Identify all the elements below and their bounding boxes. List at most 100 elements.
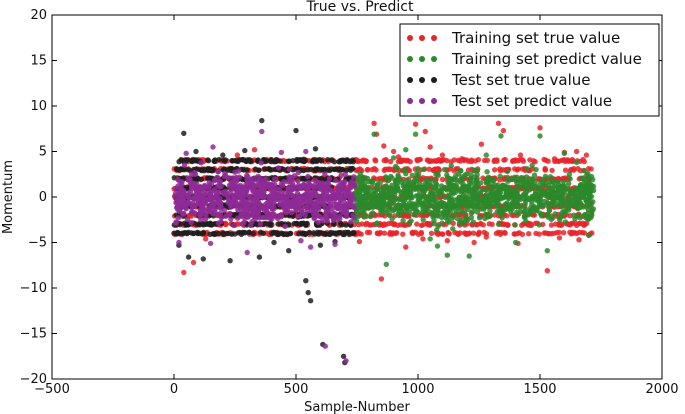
training-set-true-valuepoint: [409, 230, 415, 236]
training-set-predict-valuepoint: [571, 212, 577, 218]
test-set-predict-valuepoint: [198, 160, 204, 166]
training-set-predict-valuepoint: [484, 195, 490, 202]
test-set-predict-valuepoint: [342, 171, 348, 178]
test-set-true-valuepoint: [235, 158, 241, 165]
training-set-predict-valuepoint: [580, 192, 587, 199]
training-set-predict-valuepoint: [434, 243, 441, 249]
test-set-predict-valuepoint: [288, 209, 295, 216]
training-set-true-valuepoint: [497, 168, 504, 174]
training-set-predict-valuepoint: [499, 195, 506, 201]
training-set-predict-valuepoint: [579, 176, 586, 182]
test-set-predict-valuepoint: [215, 200, 222, 206]
training-set-true-valuepoint: [576, 237, 582, 243]
training-set-predict-valuepoint: [526, 187, 533, 193]
test-set-predict-valuepoint: [310, 211, 317, 217]
test-set-true-valuepoint: [208, 167, 214, 173]
test-set-predict-valuepoint: [252, 191, 258, 197]
x-axis-title: Sample-Number: [304, 400, 410, 414]
training-set-predict-valuepoint: [396, 212, 402, 218]
training-set-true-valuepoint: [542, 165, 548, 172]
test-set-predict-valuepoint: [202, 216, 209, 222]
training-set-true-valuepoint: [526, 231, 532, 237]
legend-marker: [431, 35, 437, 41]
training-set-predict-valuepoint: [495, 192, 502, 199]
training-set-predict-valuepoint: [465, 206, 471, 213]
test-set-predict-valuepoint: [285, 185, 291, 192]
test-set-predict-valuepoint: [260, 190, 266, 196]
training-set-true-valuepoint: [530, 158, 537, 164]
test-set-predict-valuepoint: [217, 180, 223, 186]
test-set-predict-valuepoint: [214, 196, 221, 202]
test-set-true-valuepoint: [299, 230, 305, 236]
test-set-predict-valuepoint: [258, 160, 264, 166]
legend-marker: [431, 77, 437, 83]
training-set-predict-valuepoint: [371, 199, 377, 205]
training-set-predict-valuepoint: [484, 169, 490, 175]
plot-area: [171, 117, 597, 366]
training-set-predict-valuepoint: [406, 200, 413, 206]
training-set-predict-valuepoint: [532, 183, 538, 189]
test-set-predict-valuepoint: [176, 190, 182, 196]
training-set-predict-valuepoint: [474, 184, 481, 190]
test-set-predict-valuepoint: [305, 188, 311, 194]
test-set-predict-valuepoint: [239, 221, 245, 227]
test-set-true-valuepoint: [307, 298, 314, 304]
training-set-predict-valuepoint: [458, 168, 464, 174]
test-set-predict-valuepoint: [259, 128, 265, 135]
training-set-true-valuepoint: [251, 147, 258, 153]
test-set-predict-valuepoint: [351, 196, 357, 202]
training-set-predict-valuepoint: [503, 184, 509, 190]
training-set-predict-valuepoint: [433, 227, 440, 233]
test-set-true-valuepoint: [181, 130, 187, 136]
test-set-true-valuepoint: [293, 127, 299, 134]
test-set-true-valuepoint: [287, 230, 294, 237]
legend-marker: [419, 35, 425, 41]
test-set-predict-valuepoint: [334, 217, 340, 223]
training-set-predict-valuepoint: [499, 215, 505, 221]
training-set-predict-valuepoint: [474, 167, 480, 174]
training-set-predict-valuepoint: [403, 147, 409, 153]
training-set-predict-valuepoint: [404, 177, 410, 183]
test-set-predict-valuepoint: [258, 205, 265, 212]
training-set-predict-valuepoint: [552, 190, 558, 197]
training-set-true-valuepoint: [444, 238, 450, 244]
training-set-predict-valuepoint: [555, 194, 561, 201]
y-tick-label: 20: [30, 8, 47, 23]
training-set-predict-valuepoint: [456, 194, 462, 201]
training-set-predict-valuepoint: [555, 186, 562, 192]
training-set-predict-valuepoint: [557, 215, 563, 221]
test-set-predict-valuepoint: [261, 178, 268, 184]
training-set-true-valuepoint: [359, 221, 365, 227]
test-set-predict-valuepoint: [218, 218, 224, 225]
test-set-predict-valuepoint: [172, 185, 179, 192]
training-set-predict-valuepoint: [576, 192, 582, 199]
test-set-true-valuepoint: [266, 166, 273, 172]
training-set-predict-valuepoint: [407, 219, 413, 226]
training-set-true-valuepoint: [424, 220, 430, 227]
training-set-predict-valuepoint: [441, 166, 448, 173]
test-set-predict-valuepoint: [257, 221, 264, 227]
test-set-true-valuepoint: [337, 220, 344, 226]
training-set-predict-valuepoint: [446, 201, 452, 208]
training-set-predict-valuepoint: [371, 187, 377, 193]
training-set-true-valuepoint: [373, 167, 379, 173]
training-set-predict-valuepoint: [544, 211, 550, 218]
test-set-true-valuepoint: [275, 230, 281, 237]
training-set-predict-valuepoint: [458, 189, 465, 195]
training-set-true-valuepoint: [434, 157, 440, 164]
training-set-predict-valuepoint: [567, 189, 573, 196]
training-set-predict-valuepoint: [558, 204, 565, 210]
test-set-predict-valuepoint: [282, 190, 288, 196]
test-set-predict-valuepoint: [179, 195, 186, 201]
test-set-predict-valuepoint: [228, 216, 234, 222]
test-set-true-valuepoint: [235, 230, 241, 236]
training-set-predict-valuepoint: [567, 176, 573, 182]
training-set-true-valuepoint: [562, 167, 569, 173]
training-set-true-valuepoint: [383, 221, 389, 228]
training-set-true-valuepoint: [581, 230, 587, 236]
test-set-true-valuepoint: [229, 157, 235, 164]
training-set-predict-valuepoint: [413, 205, 419, 211]
training-set-predict-valuepoint: [515, 185, 522, 191]
test-set-true-valuepoint: [343, 158, 349, 165]
